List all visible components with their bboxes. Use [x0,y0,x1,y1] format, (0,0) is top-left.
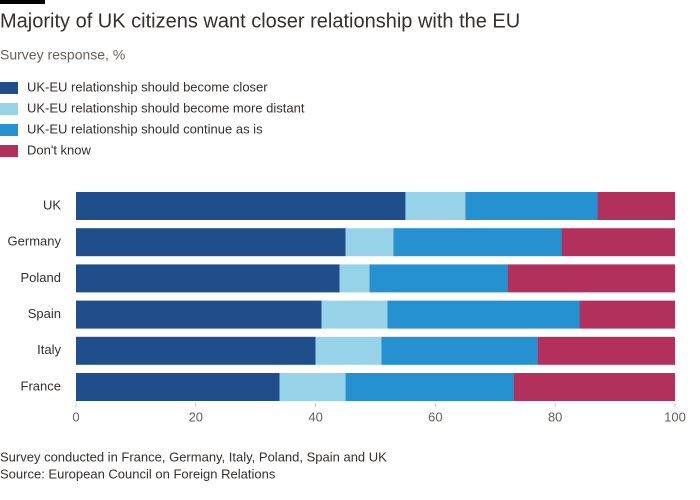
legend-swatch [0,82,18,94]
bar-segment [381,336,538,365]
bar-segment [465,192,598,220]
bar-segment [369,264,508,293]
bar-segment [507,264,675,293]
legend-swatch [0,124,18,136]
x-tick-label: 60 [428,409,442,424]
legend-label: UK-EU relationship should become closer [27,79,268,94]
bar-segment [579,300,675,329]
bar-segment [76,373,280,401]
bar-segment [76,300,322,329]
bar-segment [76,228,346,257]
legend-label: UK-EU relationship should become more di… [27,100,305,115]
footnote: Survey conducted in France, Germany, Ita… [0,449,387,464]
legend-swatch [0,103,18,115]
bar-segment [315,336,382,365]
bar-segment [513,373,675,401]
bar-segment [405,192,466,220]
x-tick-label: 20 [189,409,203,424]
legend-label: Don't know [27,142,92,157]
bar-segment [76,192,406,220]
y-tick-label: Spain [28,306,61,321]
x-tick-label: 40 [308,409,322,424]
bar-segment [321,300,388,329]
y-tick-label: Germany [8,234,62,249]
y-tick-label: UK [43,197,61,212]
chart-title: Majority of UK citizens want closer rela… [0,10,520,32]
legend-swatch [0,145,18,157]
y-tick-label: Italy [37,342,61,357]
bar-segment [279,373,346,401]
bar-segment [537,336,675,365]
bar-segment [76,336,316,365]
x-tick-label: 80 [548,409,562,424]
bar-segment [76,264,340,293]
y-tick-label: France [21,378,61,393]
x-tick-label: 100 [664,409,686,424]
legend-label: UK-EU relationship should continue as is [27,121,263,136]
bar-segment [387,300,580,329]
bar-segment [597,192,675,220]
brand-bar [0,0,45,4]
y-tick-label: Poland [21,270,61,285]
bar-segment [561,228,675,257]
bar-segment [345,373,514,401]
chart-subtitle: Survey response, % [0,47,125,63]
bar-segment [339,264,370,293]
bar-segment [345,228,394,257]
bar-segment [393,228,562,257]
source: Source: European Council on Foreign Rela… [0,466,276,481]
x-tick-label: 0 [72,409,79,424]
